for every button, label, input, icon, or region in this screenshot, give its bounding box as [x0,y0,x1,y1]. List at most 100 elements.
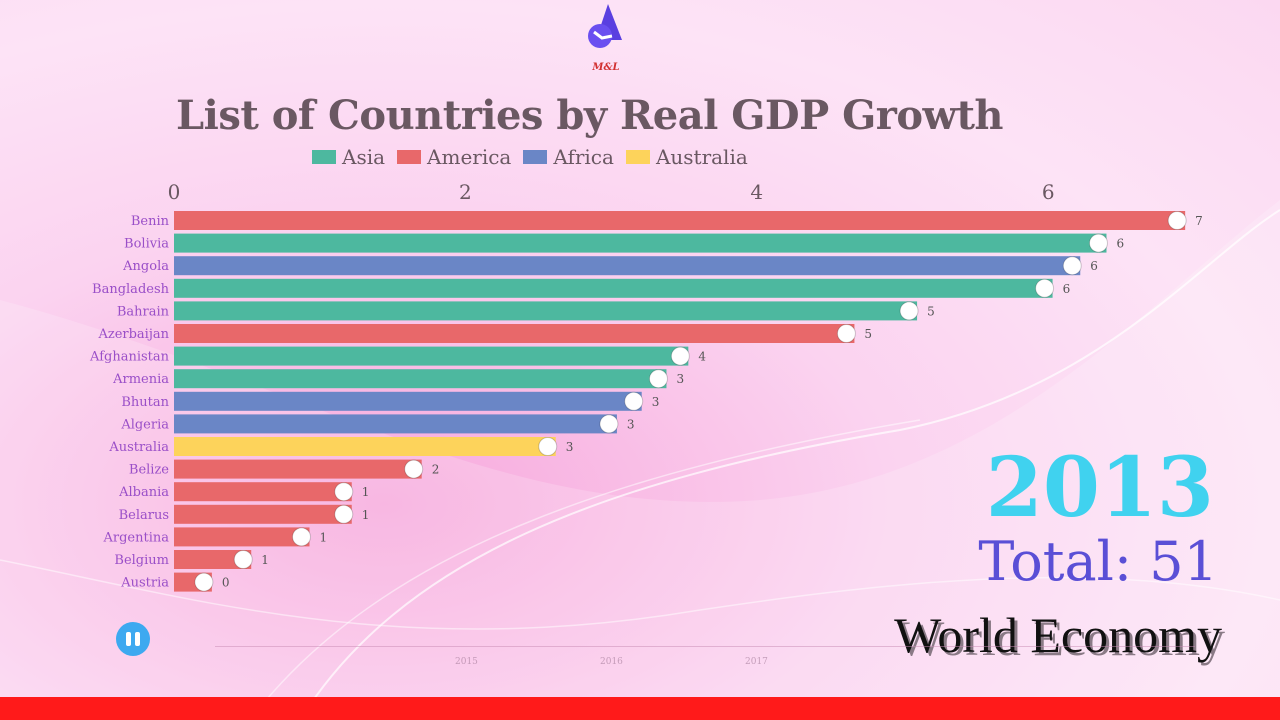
flag-icon [599,414,619,434]
flag-icon [899,301,919,321]
legend-label: Asia [342,145,386,169]
x-tick-label: 0 [168,180,181,204]
bar [174,369,667,389]
flag-icon [233,550,253,569]
pause-icon [126,632,131,646]
x-tick-label: 4 [750,180,763,204]
category-label: Algeria [120,417,169,432]
flag-icon [670,346,690,366]
bottom-red-bar [0,697,1280,720]
value-label: 1 [261,553,269,567]
year-label: 2013 [985,440,1214,536]
bar [174,504,352,524]
value-label: 6 [1116,237,1124,251]
category-label: Bhutan [121,395,169,410]
bar [174,256,1081,276]
value-label: 7 [1195,214,1203,228]
legend-item: America [397,145,511,169]
legend-item: Australia [625,145,748,169]
flag-icon [1088,233,1108,253]
flag-icon [334,482,354,502]
category-label: Angola [122,259,169,274]
legend-label: Africa [553,145,614,169]
timeline-slider[interactable] [215,646,1195,647]
bar [174,550,252,569]
category-label: Armenia [112,372,169,387]
legend-label: Australia [655,145,748,169]
logo: M&L [584,2,628,73]
value-label: 0 [222,576,230,590]
bar [174,211,1186,230]
category-label: Albania [118,485,169,500]
chart-title: List of Countries by Real GDP Growth [176,92,1004,139]
category-label: Belgium [114,553,169,568]
logo-icon [588,4,622,48]
value-label: 5 [864,327,872,341]
value-label: 1 [362,485,370,499]
category-label: Bangladesh [92,282,170,297]
logo-text: M&L [592,62,620,73]
bar [174,391,642,411]
value-label: 3 [627,417,635,431]
bar [174,301,918,321]
bar [174,233,1107,253]
category-label: Afghanistan [89,350,170,365]
flag-icon [334,504,354,524]
legend-swatch [625,150,650,164]
flag-icon [194,572,214,592]
bar [174,459,422,479]
value-label: 6 [1090,259,1098,273]
bar [174,527,310,547]
category-label: Azerbaijan [97,327,169,342]
legend-swatch [312,150,336,164]
timeline-label: 2016 [600,657,623,667]
flag-icon [1167,211,1187,230]
x-tick-label: 2 [459,180,472,204]
value-label: 3 [566,440,574,454]
value-label: 1 [362,508,370,522]
legend-item: Asia [312,145,385,169]
flag-icon [404,459,424,479]
bar [174,437,556,456]
category-label: Bahrain [117,304,170,319]
value-label: 1 [320,530,328,544]
bar [174,482,352,502]
category-label: Bolivia [124,237,169,252]
value-label: 2 [432,463,440,477]
category-label: Australia [108,440,169,455]
flag-icon [538,437,558,456]
bar [174,346,689,366]
value-label: 3 [676,372,684,386]
total-label: Total: 51 [978,530,1218,593]
flag-icon [836,324,856,343]
flag-icon [1035,278,1055,298]
flag-icon [624,391,644,411]
bar [174,324,855,343]
bar [174,278,1053,298]
category-label: Austria [120,576,169,591]
value-label: 4 [698,350,706,364]
watermark-title: World Economy [894,607,1222,663]
legend-swatch [397,150,422,164]
legend-swatch [523,150,548,164]
category-label: Belarus [119,508,169,523]
value-label: 3 [652,395,660,409]
bar [174,414,617,434]
timeline-label: 2017 [745,657,768,667]
flag-icon [1062,256,1082,276]
legend-label: America [427,145,512,169]
legend: Asia America Africa Australia [312,145,748,169]
timeline-label: 2015 [455,657,478,667]
x-tick-label: 6 [1042,180,1055,204]
legend-item: Africa [523,145,614,169]
category-label: Belize [129,463,169,478]
category-label: Benin [131,214,170,229]
value-label: 5 [927,304,935,318]
flag-icon [292,527,312,547]
category-label: Argentina [103,530,170,545]
pause-button[interactable] [116,622,150,656]
flag-icon [648,369,668,389]
value-label: 6 [1063,282,1071,296]
